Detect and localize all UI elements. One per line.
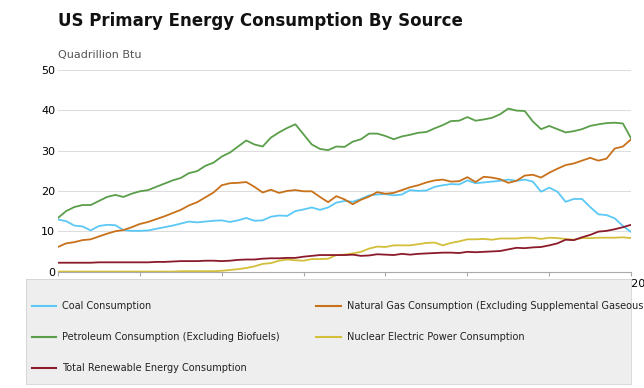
Text: US Primary Energy Consumption By Source: US Primary Energy Consumption By Source (58, 12, 463, 29)
Text: Coal Consumption: Coal Consumption (62, 301, 151, 310)
Text: Total Renewable Energy Consumption: Total Renewable Energy Consumption (62, 364, 247, 373)
Text: Quadrillion Btu: Quadrillion Btu (58, 50, 142, 60)
Text: Natural Gas Consumption (Excluding Supplemental Gaseous Fuels): Natural Gas Consumption (Excluding Suppl… (346, 301, 644, 310)
Text: Petroleum Consumption (Excluding Biofuels): Petroleum Consumption (Excluding Biofuel… (62, 332, 279, 342)
Text: Nuclear Electric Power Consumption: Nuclear Electric Power Consumption (346, 332, 524, 342)
